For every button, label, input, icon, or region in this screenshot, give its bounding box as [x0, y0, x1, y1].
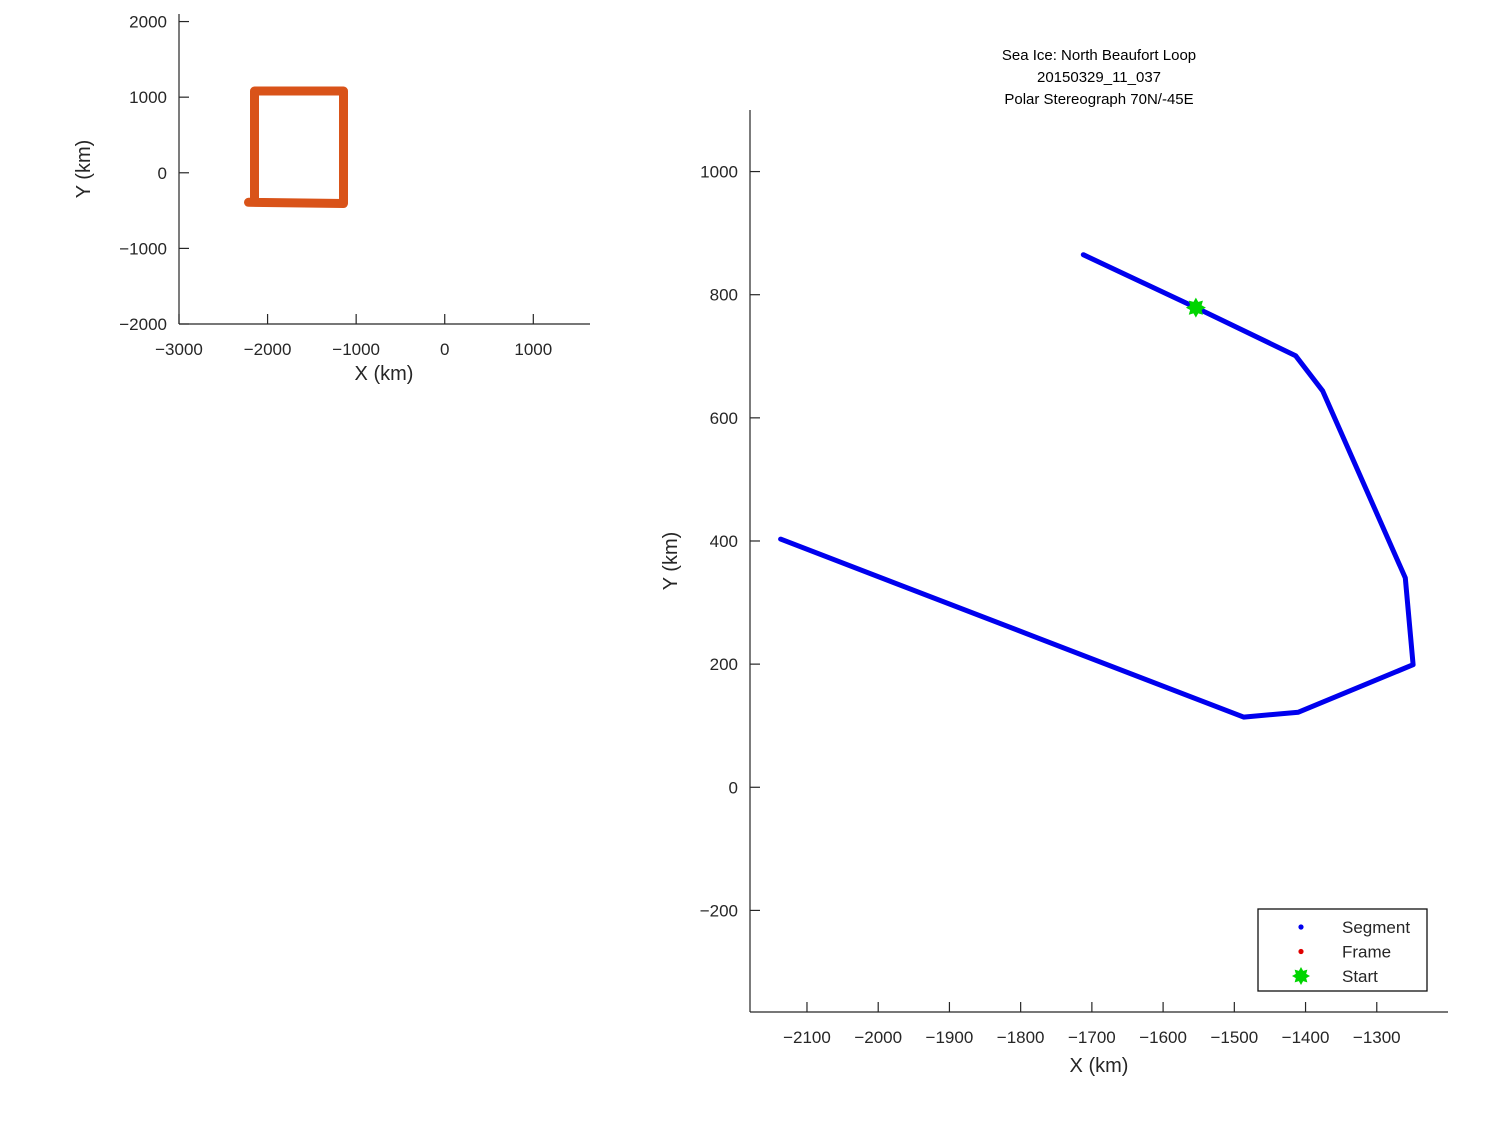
overview-series-loop-extent	[244, 86, 348, 208]
detail-x-tick-label: −1700	[1068, 1028, 1116, 1047]
overview-x-tick-label: −2000	[244, 340, 292, 359]
legend-label-frame: Frame	[1342, 943, 1391, 962]
overview-y-tick-label: 0	[158, 164, 167, 183]
detail-x-tick-label: −1800	[997, 1028, 1045, 1047]
detail-title-line-3: Polar Stereograph 70N/-45E	[1004, 91, 1193, 108]
start-marker-icon	[1292, 967, 1310, 985]
detail-x-tick-label: −1600	[1139, 1028, 1187, 1047]
overview-y-tick-label: 2000	[129, 13, 167, 32]
detail-series-segment	[778, 252, 1416, 720]
overview-plot: −3000 −2000 −1000 0 1000 −2000 −1000 0 1000 2000	[119, 13, 590, 359]
legend: Segment Frame Start	[1257, 908, 1428, 992]
detail-x-tick-label: −2000	[854, 1028, 902, 1047]
detail-y-tick-label: 1000	[700, 163, 738, 182]
detail-y-tick-label: 0	[729, 778, 738, 797]
detail-y-tick-label: 800	[710, 286, 738, 305]
detail-marker-start	[1185, 297, 1206, 318]
detail-y-tick-label: 400	[710, 532, 738, 551]
overview-x-tick-label: −3000	[155, 340, 203, 359]
detail-x-tick-label: −1400	[1282, 1028, 1330, 1047]
overview-y-tick-label: 1000	[129, 88, 167, 107]
legend-label-start: Start	[1342, 967, 1378, 986]
detail-y-tick-label: 600	[710, 409, 738, 428]
detail-x-tick-label: −1900	[926, 1028, 974, 1047]
overview-x-tick-label: 0	[440, 340, 449, 359]
overview-xaxis-label: X (km)	[355, 363, 414, 385]
segment-marker-icon	[1298, 924, 1304, 930]
detail-yaxis-label: Y (km)	[660, 532, 682, 591]
overview-y-tick-label: −2000	[119, 315, 167, 334]
detail-title-line-1: Sea Ice: North Beaufort Loop	[1002, 47, 1196, 64]
detail-x-tick-label: −1500	[1210, 1028, 1258, 1047]
legend-box	[1257, 908, 1428, 992]
detail-x-tick-label: −2100	[783, 1028, 831, 1047]
overview-y-tick-label: −1000	[119, 239, 167, 258]
detail-plot: −2100 −2000 −1900 −1800 −1700 −1600 −1500 −1400…	[700, 110, 1448, 1047]
detail-xaxis-label: X (km)	[1070, 1055, 1129, 1077]
detail-y-tick-label: 200	[710, 655, 738, 674]
overview-x-tick-label: 1000	[514, 340, 552, 359]
legend-label-segment: Segment	[1342, 918, 1410, 937]
overview-x-tick-label: −1000	[332, 340, 380, 359]
detail-title-line-2: 20150329_11_037	[1037, 69, 1161, 86]
frame-marker-icon	[1298, 948, 1304, 955]
overview-yaxis-label: Y (km)	[73, 140, 95, 199]
detail-x-tick-label: −1300	[1353, 1028, 1401, 1047]
detail-y-tick-label: −200	[700, 901, 738, 920]
